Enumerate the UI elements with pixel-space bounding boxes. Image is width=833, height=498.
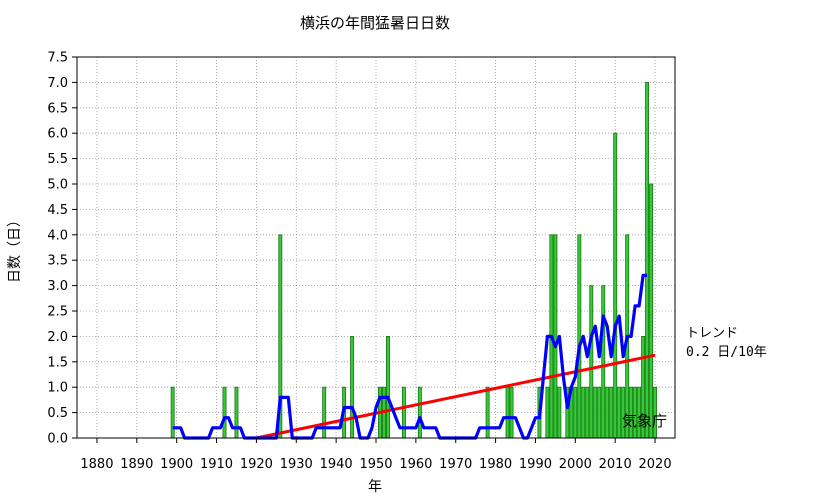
source-label: 気象庁 <box>622 412 667 430</box>
y-tick-label: 6.5 <box>47 101 68 116</box>
y-tick-label: 2.0 <box>47 330 68 345</box>
x-tick-label: 1990 <box>519 457 552 472</box>
bar <box>649 183 654 439</box>
bar <box>617 386 622 439</box>
x-tick-label: 1910 <box>200 457 233 472</box>
bar <box>545 386 550 439</box>
bar <box>509 386 514 439</box>
bar <box>222 386 227 439</box>
bar <box>485 386 490 439</box>
x-axis-label: 年 <box>368 479 382 495</box>
bar <box>505 386 510 439</box>
bar <box>401 386 406 439</box>
y-tick-label: 0.5 <box>47 406 68 421</box>
bar <box>573 386 578 439</box>
y-axis-label: 日数（日） <box>7 213 23 283</box>
x-tick-label: 2020 <box>639 457 672 472</box>
x-tick-label: 1970 <box>439 457 472 472</box>
y-tick-label: 6.0 <box>47 127 68 142</box>
x-tick-label: 1980 <box>479 457 512 472</box>
y-tick-label: 2.5 <box>47 305 68 320</box>
x-tick-label: 1920 <box>240 457 273 472</box>
y-tick-label: 3.0 <box>47 279 68 294</box>
y-tick-label: 5.0 <box>47 178 68 193</box>
x-tick-label: 1890 <box>120 457 153 472</box>
bar <box>645 82 650 439</box>
bar <box>170 386 175 439</box>
trend-label-line1: トレンド <box>686 326 738 341</box>
bar <box>322 386 327 439</box>
x-tick-label: 1900 <box>160 457 193 472</box>
y-tick-label: 7.0 <box>47 76 68 91</box>
bar <box>605 386 610 439</box>
chart-title: 横浜の年間猛暑日日数 <box>300 14 450 32</box>
x-tick-label: 2010 <box>599 457 632 472</box>
trend-line <box>256 353 656 440</box>
y-tick-label: 5.5 <box>47 152 68 167</box>
bar <box>585 386 590 439</box>
y-axis-ticks: 0.0 0.5 1.0 1.5 2.0 2.5 3.0 3.5 4.0 4.5 5.0 5.5 6.0 6… <box>47 51 77 447</box>
bar <box>589 285 594 439</box>
bar <box>350 335 355 439</box>
bar <box>234 386 239 439</box>
x-tick-label: 1930 <box>280 457 313 472</box>
trend-line-group <box>256 353 656 440</box>
y-tick-label: 1.5 <box>47 355 68 370</box>
bar <box>417 386 422 439</box>
bar <box>386 335 390 439</box>
y-tick-label: 4.0 <box>47 228 68 243</box>
bar <box>601 285 606 439</box>
bar <box>597 386 602 439</box>
bar <box>557 386 562 439</box>
y-tick-label: 1.0 <box>47 381 68 396</box>
bar <box>609 386 614 439</box>
bar <box>581 386 586 439</box>
y-tick-label: 0.0 <box>47 432 68 447</box>
x-tick-label: 1960 <box>399 457 432 472</box>
x-tick-label: 1950 <box>359 457 392 472</box>
bar <box>593 386 598 439</box>
bar <box>613 132 618 439</box>
bar <box>553 234 558 439</box>
y-tick-label: 3.5 <box>47 254 68 269</box>
x-tick-label: 1940 <box>320 457 353 472</box>
x-axis-ticks: 1880 1890 1900 1910 1920 1930 1940 1950 1960 1970… <box>80 438 672 472</box>
x-tick-label: 2000 <box>559 457 592 472</box>
bar <box>577 234 582 439</box>
trend-label-line2: 0.2 日/10年 <box>686 345 767 360</box>
grid <box>77 56 675 439</box>
y-tick-label: 7.5 <box>47 51 68 66</box>
x-tick-label: 1880 <box>80 457 113 472</box>
y-tick-label: 4.5 <box>47 203 68 218</box>
